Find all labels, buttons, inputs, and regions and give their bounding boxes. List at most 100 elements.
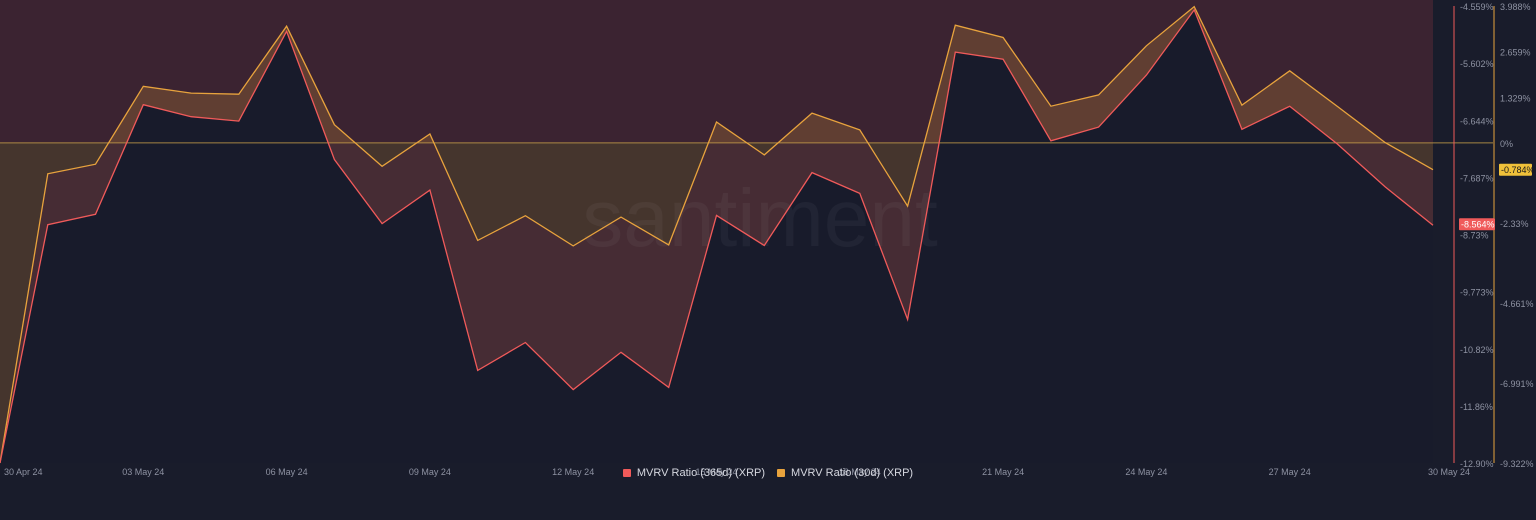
point-30d[interactable] <box>1097 93 1101 97</box>
point-365d[interactable] <box>810 171 814 175</box>
y-left-tick-label: -7.687% <box>1460 173 1494 183</box>
point-30d[interactable] <box>762 153 766 157</box>
point-365d[interactable] <box>906 317 910 321</box>
y-left-tick-label: -12.90% <box>1460 459 1494 469</box>
y-left-tick-label: -10.82% <box>1460 345 1494 355</box>
point-30d[interactable] <box>94 162 98 166</box>
santiment-watermark: santiment <box>582 173 938 264</box>
x-tick-label: 15 May 24 <box>695 467 737 477</box>
point-30d[interactable] <box>953 23 957 27</box>
point-30d[interactable] <box>1049 104 1053 108</box>
point-30d[interactable] <box>1001 36 1005 40</box>
point-365d[interactable] <box>476 368 480 372</box>
x-tick-label: 30 Apr 24 <box>4 467 43 477</box>
point-365d[interactable] <box>1335 142 1339 146</box>
point-365d[interactable] <box>428 188 432 192</box>
point-365d[interactable] <box>1383 185 1387 189</box>
legend-item-mvrv-365d[interactable]: MVRV Ratio (365d) (XRP) <box>622 467 766 479</box>
y-right-tick-label: -6.991% <box>1500 379 1534 389</box>
series-line-mvrv-365d[interactable] <box>0 8 1434 464</box>
y-left-tick-label: -4.559% <box>1460 2 1494 12</box>
point-365d[interactable] <box>237 119 241 123</box>
point-30d[interactable] <box>46 172 50 176</box>
y-left-tick-label: -11.86% <box>1460 402 1493 412</box>
point-30d[interactable] <box>1335 105 1339 109</box>
point-365d[interactable] <box>715 213 719 217</box>
point-365d[interactable] <box>46 223 50 227</box>
legend-swatch-365d <box>622 469 631 477</box>
point-30d[interactable] <box>1144 44 1148 48</box>
x-tick-label: 24 May 24 <box>1125 467 1167 477</box>
x-tick-label: 03 May 24 <box>122 467 164 477</box>
current-value-label-365d: -8.564% <box>1461 220 1495 230</box>
point-30d[interactable] <box>619 215 623 219</box>
x-tick-label: 18 May 24 <box>839 467 881 477</box>
point-30d[interactable] <box>189 91 193 95</box>
point-30d[interactable] <box>523 214 527 218</box>
series-line-mvrv-30d[interactable] <box>0 5 1434 464</box>
point-365d[interactable] <box>332 157 336 161</box>
current-value-badge-365d <box>1459 218 1495 231</box>
y-left-tick-label: -8.73% <box>1460 231 1489 241</box>
point-365d[interactable] <box>94 212 98 216</box>
point-30d[interactable] <box>428 132 432 136</box>
point-30d[interactable] <box>1288 69 1292 73</box>
point-30d[interactable] <box>810 111 814 115</box>
point-365d[interactable] <box>1144 73 1148 77</box>
point-30d[interactable] <box>476 238 480 242</box>
point-365d[interactable] <box>1240 127 1244 131</box>
legend-label-30d: MVRV Ratio (30d) (XRP) <box>791 467 914 479</box>
point-365d[interactable] <box>667 385 671 389</box>
chart-axes: -4.559% -5.602% -6.644% -7.687% -8.73% -9.773… <box>4 2 1535 477</box>
y-left-tick-label: -9.773% <box>1460 288 1494 298</box>
legend-label-365d: MVRV Ratio (365d) (XRP) <box>636 467 766 479</box>
point-30d[interactable] <box>715 120 719 124</box>
point-30d[interactable] <box>906 204 910 208</box>
point-30d[interactable] <box>1431 168 1435 172</box>
chart-legend: MVRV Ratio (365d) (XRP) MVRV Ratio (30d)… <box>0 463 1536 483</box>
point-365d[interactable] <box>762 243 766 247</box>
y-right-tick-label: 0% <box>1500 139 1513 149</box>
point-30d[interactable] <box>380 164 384 168</box>
mvrv-365d-area <box>0 9 1433 464</box>
current-value-badge-30d <box>1499 163 1532 176</box>
point-30d[interactable] <box>285 24 289 28</box>
point-30d[interactable] <box>571 244 575 248</box>
y-right-tick-label: -4.661% <box>1500 299 1534 309</box>
point-365d[interactable] <box>619 350 623 354</box>
point-30d[interactable] <box>667 243 671 247</box>
current-value-label-30d: -0.784% <box>1501 165 1535 175</box>
point-365d[interactable] <box>1431 223 1435 227</box>
chart-lines[interactable] <box>0 5 1493 465</box>
x-tick-label: 12 May 24 <box>552 467 594 477</box>
point-365d[interactable] <box>1288 104 1292 108</box>
point-30d[interactable] <box>1240 103 1244 107</box>
y-right-tick-label: 2.659% <box>1500 48 1531 58</box>
y-right-tick-label: 1.329% <box>1500 93 1531 103</box>
point-365d[interactable] <box>953 50 957 54</box>
point-30d[interactable] <box>141 84 145 88</box>
point-365d[interactable] <box>523 340 527 344</box>
point-30d[interactable] <box>332 123 336 127</box>
point-365d[interactable] <box>285 29 289 33</box>
point-365d[interactable] <box>571 388 575 392</box>
point-365d[interactable] <box>1001 57 1005 61</box>
x-tick-label: 06 May 24 <box>266 467 308 477</box>
point-30d[interactable] <box>858 128 862 132</box>
point-365d[interactable] <box>380 222 384 226</box>
legend-item-mvrv-30d[interactable]: MVRV Ratio (30d) (XRP) <box>777 467 913 479</box>
point-365d[interactable] <box>189 115 193 119</box>
x-tick-label: 27 May 24 <box>1269 467 1311 477</box>
x-tick-label: 30 May 24 <box>1428 467 1470 477</box>
point-30d[interactable] <box>1192 5 1196 9</box>
y-right-tick-label: -2.33% <box>1500 219 1529 229</box>
point-365d[interactable] <box>1049 139 1053 143</box>
point-30d[interactable] <box>1383 141 1387 145</box>
point-365d[interactable] <box>858 191 862 195</box>
y-left-tick-label: -5.602% <box>1460 59 1494 69</box>
x-tick-label: 21 May 24 <box>982 467 1024 477</box>
point-365d[interactable] <box>1097 125 1101 129</box>
point-30d[interactable] <box>237 92 241 96</box>
point-365d[interactable] <box>141 103 145 107</box>
